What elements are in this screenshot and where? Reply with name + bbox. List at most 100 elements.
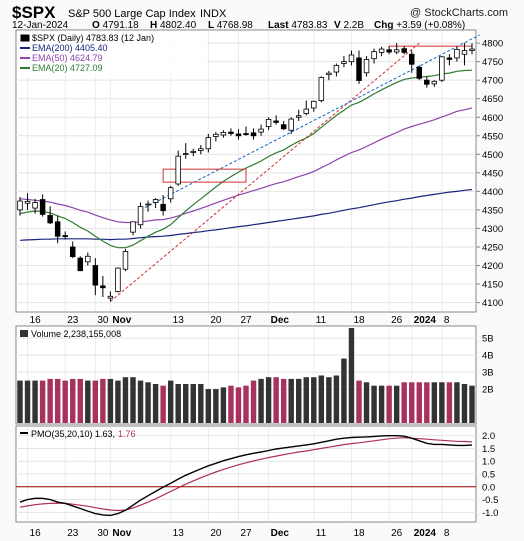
price-x-tick-label: 27 [240, 315, 252, 326]
candle [198, 145, 204, 155]
pmo-y-tick-label: -1.0 [482, 508, 498, 519]
volume-y-tick-label: 4B [482, 351, 494, 362]
pmo-signal-line [19, 437, 473, 512]
candle [145, 200, 151, 212]
volume-bar [258, 378, 264, 423]
volume-bar [213, 389, 219, 423]
price-y-tick-label: 4700 [482, 76, 503, 87]
candle-body [341, 61, 347, 64]
candle-body [62, 235, 68, 238]
ema200-line [19, 188, 473, 241]
volume-y-axis: 2B 3B 4B 5B [482, 334, 494, 396]
quote-value: 4768.98 [217, 20, 254, 31]
candle [258, 124, 264, 136]
candle [175, 150, 181, 186]
volume-bar [371, 385, 377, 423]
price-y-tick-label: 4600 [482, 113, 503, 124]
price-x-tick-label: 20 [210, 315, 222, 326]
price-y-tick-label: 4800 [482, 39, 503, 50]
candle [416, 65, 423, 81]
candle [152, 198, 159, 209]
volume-bar [92, 380, 99, 423]
candle-body [288, 118, 294, 131]
quote-l: L 4768.98 [208, 20, 253, 31]
price-y-tick-label: 4450 [482, 168, 503, 179]
bottom-x-tick-label: 2024 [414, 528, 437, 539]
pmo-y-tick-label: 1.0 [482, 457, 495, 468]
bottom-x-tick-label: 20 [210, 528, 222, 539]
volume-bar [228, 385, 234, 423]
candle-body [100, 285, 106, 289]
candle-body [461, 50, 468, 55]
volume-bar [115, 380, 121, 423]
price-y-tick-label: 4150 [482, 280, 503, 291]
volume-bar [386, 385, 392, 423]
volume-y-tick-label: 5B [482, 334, 494, 345]
candle-body [424, 79, 430, 85]
volume-bar [318, 375, 325, 423]
candle-body [311, 100, 317, 109]
candle [122, 248, 129, 272]
candle-body [378, 48, 385, 53]
volume-bar [183, 383, 189, 423]
volume-bar [100, 378, 106, 423]
candle [39, 194, 46, 217]
exchange-label: INDX [200, 8, 227, 20]
volume-bar [439, 382, 445, 423]
volume-bar [333, 375, 340, 423]
volume-bar [393, 385, 400, 423]
candle-body [39, 199, 46, 215]
candle-body [333, 64, 340, 73]
volume-bar [303, 377, 309, 423]
pmo-lines [16, 435, 476, 517]
volume-bar [220, 387, 227, 423]
price-x-tick-label: 13 [173, 315, 185, 326]
volume-bar [378, 385, 385, 423]
volume-bar [198, 383, 204, 423]
quote-value: +3.59 (+0.08%) [396, 20, 465, 31]
quote-value: 4802.40 [160, 20, 197, 31]
candle [167, 185, 174, 203]
quote-key: Last [268, 20, 291, 31]
price-x-tick-label: 2024 [414, 315, 437, 326]
volume-bar [326, 377, 332, 423]
price-y-tick-label: 4400 [482, 187, 503, 198]
legend-entry-ema50: EMA(50) 4624.79 [32, 53, 103, 63]
candle-body [446, 57, 453, 60]
volume-bar [77, 378, 83, 423]
volume-bar [122, 377, 129, 423]
candle-body [243, 133, 249, 135]
candle-body [250, 132, 257, 137]
candle [280, 120, 287, 131]
volume-bar [341, 358, 347, 423]
price-x-tick-label: 18 [353, 315, 365, 326]
bottom-x-tick-label: 8 [444, 528, 450, 539]
ema-lines [19, 69, 473, 249]
volume-bar [137, 380, 144, 423]
candle [220, 130, 227, 138]
candle [17, 196, 23, 216]
volume-bar [47, 378, 53, 423]
candle [431, 80, 438, 87]
candle-body [220, 132, 227, 136]
price-x-tick-label: 16 [30, 315, 42, 326]
candle-body [213, 133, 219, 137]
candle-body [408, 53, 415, 65]
candle [85, 252, 91, 266]
volume-y-tick-label: 3B [482, 368, 494, 379]
candle [318, 76, 325, 103]
volume-bar [175, 383, 181, 423]
bottom-x-tick-label: 16 [30, 528, 42, 539]
volume-bar [145, 382, 151, 423]
candle [326, 70, 332, 81]
bottom-x-tick-label: 27 [240, 528, 252, 539]
volume-bar [205, 389, 212, 423]
volume-bar [85, 380, 91, 423]
bottom-x-axis: 16 23 30 Nov 13 20 27 Dec 11 18 26 2024 8 [30, 528, 450, 539]
candle-body [228, 131, 234, 134]
candle-body [258, 128, 264, 133]
candle-body [235, 133, 242, 137]
candle-body [348, 54, 355, 63]
pmo-line [19, 435, 473, 517]
bottom-x-tick-label: Dec [271, 528, 290, 539]
